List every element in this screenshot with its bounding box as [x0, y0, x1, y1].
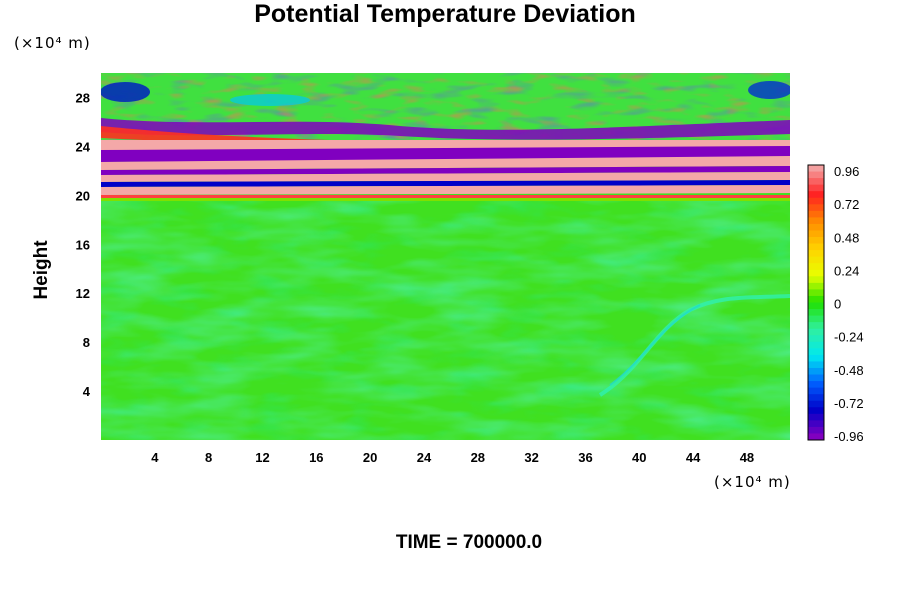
x-tick-label: 8 [205, 450, 212, 465]
colorbar-swatch [808, 394, 824, 402]
colorbar-swatch [808, 322, 824, 330]
colorbar-tick-label: 0.72 [834, 197, 859, 212]
x-tick-label: 24 [417, 450, 432, 465]
colorbar [807, 164, 825, 441]
y-tick-label: 12 [76, 286, 90, 301]
blob [230, 94, 310, 106]
x-tick-label: 44 [686, 450, 701, 465]
colorbar-swatch [808, 276, 824, 284]
colorbar-swatch [808, 433, 824, 441]
pink-band [101, 185, 790, 195]
time-label: TIME = 700000.0 [395, 532, 543, 553]
colorbar-swatch [808, 256, 824, 264]
y-tick-label: 4 [83, 384, 91, 399]
purple-band [101, 118, 790, 140]
y-tick-label: 24 [76, 139, 91, 154]
turbulence-overlay-2 [101, 200, 790, 440]
colorbar-swatch [808, 315, 824, 323]
colorbar-swatch [808, 381, 824, 389]
y-axis-ticks: 4 8 12 16 20 24 28 [76, 90, 91, 399]
yellow-green-line [101, 198, 790, 201]
pink-band [101, 156, 790, 170]
colorbar-swatch [808, 269, 824, 277]
colorbar-swatch [808, 348, 824, 356]
red-line [101, 195, 790, 198]
colorbar-swatch [808, 361, 824, 369]
colorbar-swatch [808, 204, 824, 212]
colorbar-tick-label: -0.48 [834, 363, 864, 378]
colorbar-swatch [808, 426, 824, 434]
colorbar-tick-label: 0.96 [834, 164, 859, 179]
colorbar-swatch [808, 217, 824, 225]
x-axis-ticks: 4 8 12 16 20 24 28 32 36 40 44 48 [151, 450, 754, 465]
colorbar-swatch [808, 302, 824, 310]
colorbar-tick-label: -0.24 [834, 330, 864, 345]
colorbar-swatch [808, 407, 824, 415]
plot-field [101, 73, 790, 440]
x-tick-label: 12 [255, 450, 269, 465]
x-tick-label: 4 [151, 450, 159, 465]
colorbar-swatch [808, 171, 824, 179]
colorbar-swatch [808, 230, 824, 238]
x-tick-label: 36 [578, 450, 592, 465]
colorbar-swatch [808, 263, 824, 271]
colorbar-swatch [808, 341, 824, 349]
x-axis-unit: (×10⁴ m) [714, 473, 791, 491]
colorbar-swatch [808, 197, 824, 205]
blob [101, 82, 150, 102]
x-tick-label: 40 [632, 450, 646, 465]
colorbar-swatch [808, 387, 824, 395]
colorbar-swatch [808, 309, 824, 317]
x-tick-label: 16 [309, 450, 323, 465]
colorbar-tick-label: 0.24 [834, 263, 859, 278]
colorbar-swatch [808, 295, 824, 303]
colorbar-swatch [808, 289, 824, 297]
y-tick-label: 28 [76, 90, 90, 105]
colorbar-swatch [808, 165, 824, 173]
colorbar-swatch [808, 367, 824, 376]
y-axis-unit: (×10⁴ m) [14, 34, 91, 52]
y-tick-label: 20 [76, 188, 90, 203]
x-tick-label: 48 [740, 450, 754, 465]
colorbar-swatch [808, 400, 824, 408]
colorbar-tick-label: -0.96 [834, 429, 864, 444]
y-tick-label: 8 [83, 335, 90, 350]
colorbar-swatch [808, 354, 824, 362]
colorbar-swatch [808, 282, 824, 290]
pink-band [101, 172, 790, 182]
colorbar-tick-label: -0.72 [834, 396, 864, 411]
colorbar-ticks: 0.96 0.72 0.48 0.24 0 -0.24 -0.48 -0.72 -0.96 [834, 164, 864, 444]
x-tick-label: 28 [471, 450, 485, 465]
blue-band [101, 180, 790, 187]
colorbar-frame [807, 164, 825, 441]
colorbar-swatch [808, 335, 824, 343]
colorbar-swatch [808, 178, 824, 186]
colorbar-swatch [808, 237, 824, 245]
colorbar-swatch [808, 328, 824, 336]
colorbar-swatch [808, 210, 824, 218]
colorbar-tick-label: 0.48 [834, 230, 859, 245]
x-tick-label: 20 [363, 450, 377, 465]
colorbar-swatch [808, 420, 824, 428]
colorbar-swatch [808, 250, 824, 258]
chart-title: Potential Temperature Deviation [254, 0, 636, 28]
colorbar-swatch [808, 184, 824, 192]
plume-streak-2 [609, 304, 701, 386]
blob [748, 81, 790, 99]
colorbar-swatch [808, 413, 824, 421]
colorbar-swatch [808, 223, 824, 231]
x-tick-label: 32 [524, 450, 538, 465]
colorbar-tick-label: 0 [834, 297, 841, 312]
colorbar-swatch [808, 243, 824, 251]
y-tick-label: 16 [76, 237, 90, 252]
colorbar-swatch [808, 191, 824, 199]
colorbar-swatch [808, 374, 824, 382]
